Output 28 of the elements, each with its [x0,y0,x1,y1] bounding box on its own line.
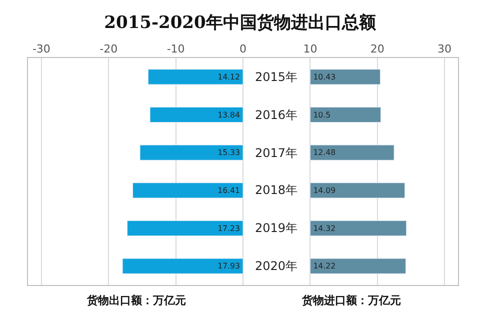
y-tick-label: 2015年 [255,70,298,84]
bar [150,106,244,123]
x-tick-label: 20 [370,42,384,56]
x-tick-label: -20 [100,42,118,56]
bar [140,144,244,160]
x-tick-label: 30 [438,42,452,56]
y-tick-label: 2019年 [255,221,298,235]
x-tick-label: -30 [32,42,50,56]
x-tick-label: 10 [303,42,318,56]
bar [310,182,406,198]
bar [126,220,244,236]
series-label: 货物出口额：万亿元 [86,294,186,307]
y-tick-label: 2020年 [255,259,298,273]
y-tick-label: 2016年 [255,108,298,122]
y-tick-label: 2018年 [255,183,298,197]
bar [310,220,407,236]
y-tick-label: 2017年 [255,146,298,160]
series-label: 货物进口额：万亿元 [301,294,401,307]
chart-title: 2015-2020年中国货物进出口总额 [104,13,377,34]
bar [310,69,381,85]
x-tick-label: 0 [240,42,246,56]
bar [132,182,244,198]
bar [310,144,394,160]
bar [148,69,244,85]
x-tick-label: -10 [166,42,185,56]
bar [310,106,381,123]
bar [122,258,244,274]
bar [310,258,406,274]
